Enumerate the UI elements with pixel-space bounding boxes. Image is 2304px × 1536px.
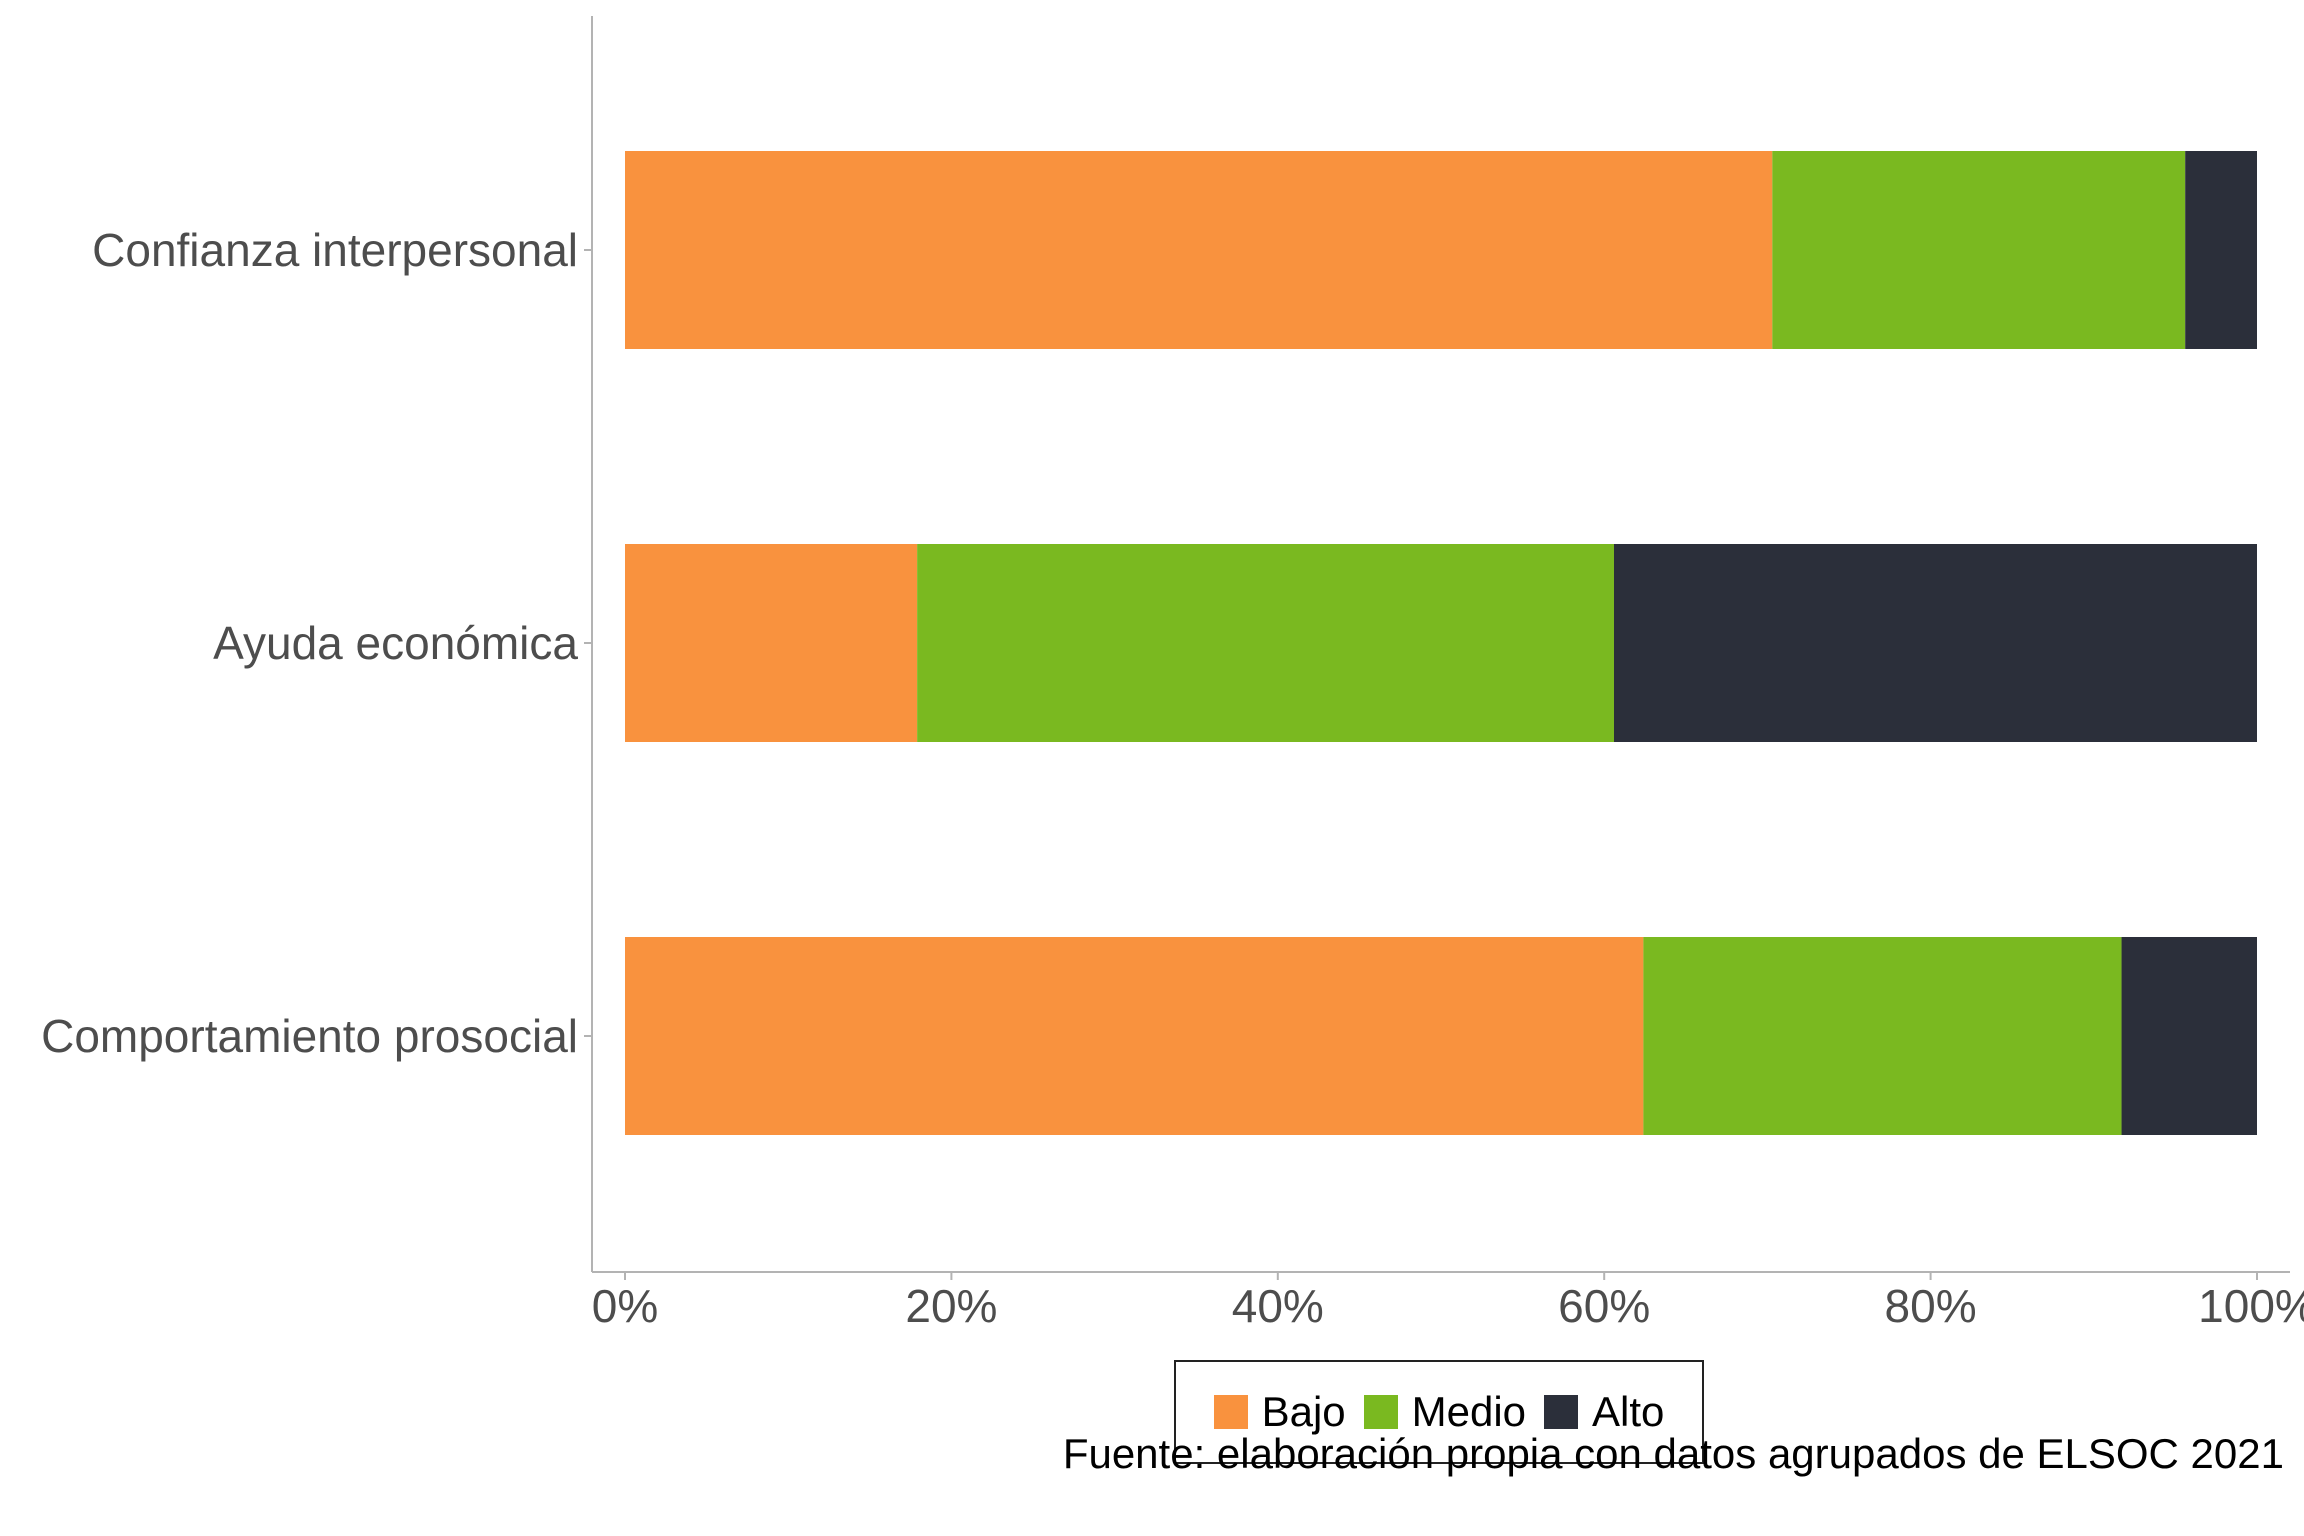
legend-label-alto: Alto	[1592, 1388, 1665, 1435]
legend-item-bajo: Bajo	[1213, 1388, 1346, 1436]
x-tick-label: 80%	[1885, 1280, 1977, 1332]
x-tick-label: 0%	[592, 1280, 658, 1332]
category-label: Ayuda económica	[213, 617, 578, 669]
bar-bajo-2	[625, 544, 918, 742]
legend-swatch-bajo	[1213, 1395, 1248, 1429]
bar-alto-1	[2185, 151, 2257, 349]
x-axis-ticks: 0% 20% 40% 60% 80% 100%	[592, 1272, 2304, 1332]
x-tick-label: 20%	[905, 1280, 997, 1332]
x-tick-label: 100%	[2198, 1280, 2304, 1332]
x-tick-label: 40%	[1232, 1280, 1324, 1332]
bar-bajo-3	[625, 937, 1644, 1135]
legend-item-alto: Alto	[1544, 1388, 1664, 1436]
bar-medio-1	[1772, 151, 2186, 349]
bar-bajo-1	[625, 151, 1773, 349]
legend-label-bajo: Bajo	[1261, 1388, 1346, 1435]
bars	[625, 151, 2257, 1135]
x-tick-label: 60%	[1558, 1280, 1650, 1332]
bar-alto-2	[1613, 544, 2257, 742]
category-label: Confianza interpersonal	[92, 224, 578, 276]
category-labels: Confianza interpersonal Ayuda económica Co…	[41, 224, 578, 1062]
bar-medio-2	[917, 544, 1614, 742]
legend: Bajo Medio Alto	[1174, 1360, 1704, 1464]
legend-swatch-alto	[1544, 1395, 1579, 1429]
category-label: Comportamiento prosocial	[41, 1010, 578, 1062]
source-caption: Fuente: elaboración propia con datos agr…	[1062, 1430, 2284, 1477]
legend-item-medio: Medio	[1363, 1388, 1527, 1436]
legend-swatch-medio	[1363, 1395, 1398, 1429]
bar-medio-3	[1643, 937, 2122, 1135]
bar-alto-3	[2121, 937, 2257, 1135]
axes	[584, 16, 2290, 1273]
legend-label-medio: Medio	[1411, 1388, 1527, 1435]
